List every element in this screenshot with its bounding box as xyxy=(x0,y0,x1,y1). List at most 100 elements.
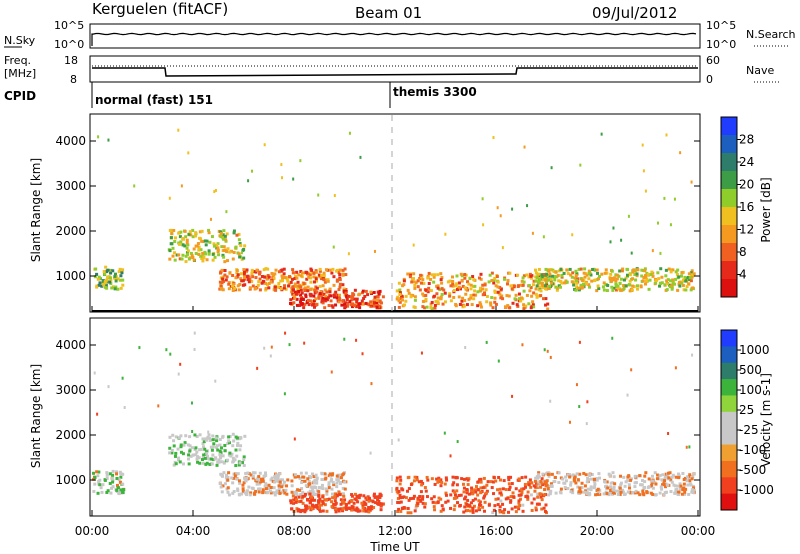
echo-cell xyxy=(603,271,607,275)
noise-echo xyxy=(180,184,183,188)
echo-cell xyxy=(344,291,348,295)
echo-cell xyxy=(618,474,622,478)
echo-cell xyxy=(580,481,584,485)
echo-cell xyxy=(222,255,226,259)
echo-cell xyxy=(300,291,304,295)
echo-cell xyxy=(690,273,694,277)
echo-cell xyxy=(562,271,566,275)
colorbar-tick-label: -25 xyxy=(739,423,759,437)
echo-cell xyxy=(97,283,101,287)
echo-cell xyxy=(121,278,125,282)
echo-cell xyxy=(614,283,618,287)
noise-echo xyxy=(420,351,423,355)
cpid-segment-2: themis 3300 xyxy=(393,85,477,99)
echo-cell xyxy=(474,509,478,513)
echo-cell xyxy=(412,280,416,284)
echo-cell xyxy=(117,491,121,495)
echo-cell xyxy=(579,267,583,271)
echo-cell xyxy=(544,278,548,282)
noise-echo xyxy=(579,163,582,167)
echo-cell xyxy=(302,475,306,479)
echo-cell xyxy=(295,297,299,301)
echo-cell xyxy=(529,286,533,290)
echo-cell xyxy=(204,243,208,247)
echo-cell xyxy=(339,502,343,506)
echo-cell xyxy=(520,279,524,283)
echo-cell xyxy=(448,294,452,298)
echo-cell xyxy=(98,483,102,487)
echo-cell xyxy=(611,487,615,491)
echo-cell xyxy=(189,251,193,255)
echo-cell xyxy=(288,275,292,279)
echo-cell xyxy=(534,508,538,512)
echo-cell xyxy=(535,276,539,280)
echo-cell xyxy=(282,480,286,484)
echo-cell xyxy=(301,494,305,498)
echo-cell xyxy=(398,292,402,296)
echo-cell xyxy=(277,489,281,493)
echo-cell xyxy=(307,303,311,307)
echo-cell xyxy=(492,480,496,484)
echo-cell xyxy=(610,276,614,280)
echo-cell xyxy=(325,509,329,513)
echo-cell xyxy=(575,281,579,285)
echo-cell xyxy=(309,485,313,489)
echo-cell xyxy=(338,282,342,286)
echo-cell xyxy=(300,295,304,299)
echo-cell xyxy=(105,270,109,274)
echo-cell xyxy=(200,458,204,462)
nsky-tick-bottom: 10^0 xyxy=(54,38,84,51)
echo-cell xyxy=(168,228,172,232)
echo-cell xyxy=(379,502,383,506)
echo-cell xyxy=(580,486,584,490)
echo-cell xyxy=(238,481,242,485)
echo-cell xyxy=(501,297,505,301)
echo-cell xyxy=(330,271,334,275)
noise-echo xyxy=(612,226,615,230)
echo-cell xyxy=(499,499,503,503)
echo-cell xyxy=(510,482,514,486)
echo-cell xyxy=(482,509,486,513)
echo-cell xyxy=(209,445,213,449)
echo-cell xyxy=(227,471,231,475)
echo-cell xyxy=(542,278,546,282)
echo-cell xyxy=(439,497,443,501)
echo-cell xyxy=(638,493,642,497)
echo-cell xyxy=(207,249,211,253)
echo-cell xyxy=(609,485,613,489)
echo-cell xyxy=(482,496,486,500)
echo-cell xyxy=(424,489,428,493)
echo-cell xyxy=(227,439,231,443)
echo-cell xyxy=(376,290,380,294)
noise-echo xyxy=(303,341,306,345)
echo-cell xyxy=(471,499,475,503)
echo-cell xyxy=(663,477,667,481)
nsky-tick-top: 10^5 xyxy=(54,19,84,32)
echo-cell xyxy=(299,274,303,278)
echo-cell xyxy=(619,481,623,485)
echo-cell xyxy=(569,490,573,494)
echo-cell xyxy=(237,252,241,256)
echo-cell xyxy=(292,293,296,297)
noise-echo xyxy=(600,132,603,136)
echo-cell xyxy=(289,501,293,505)
echo-cell xyxy=(307,479,311,483)
echo-cell xyxy=(489,480,493,484)
echo-cell xyxy=(334,290,338,294)
echo-cell xyxy=(119,488,123,492)
echo-cell xyxy=(482,476,486,480)
echo-cell xyxy=(340,303,344,307)
echo-cell xyxy=(306,298,310,302)
colorbar-tick-label: 4 xyxy=(739,268,747,282)
echo-cell xyxy=(294,292,298,296)
echo-cell xyxy=(176,458,180,462)
echo-cell xyxy=(643,267,647,271)
echo-cell xyxy=(226,442,230,446)
echo-cell xyxy=(437,496,441,500)
echo-cell xyxy=(498,478,502,482)
echo-cell xyxy=(290,290,294,294)
echo-cell xyxy=(538,492,542,496)
echo-cell xyxy=(199,237,203,241)
